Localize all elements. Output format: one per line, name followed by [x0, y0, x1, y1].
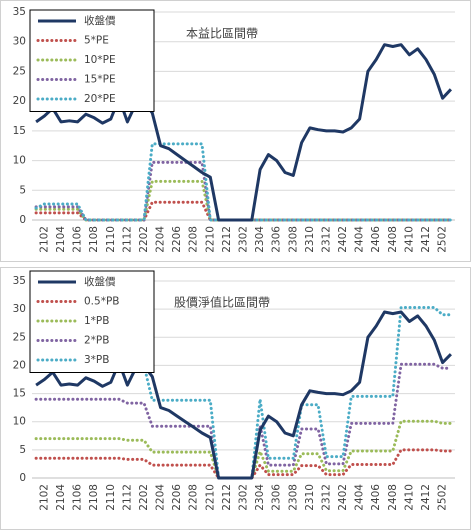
x-tick-label: 2406 [370, 226, 382, 253]
x-tick-label: 2306 [271, 226, 283, 253]
x-tick-label: 2502 [437, 484, 449, 511]
legend-label: 3*PB [84, 354, 109, 366]
x-tick-label: 2302 [238, 226, 250, 253]
y-tick-label: 30 [13, 303, 26, 315]
y-tick-label: 15 [13, 125, 26, 137]
x-tick-label: 2404 [354, 484, 366, 511]
x-tick-label: 2210 [204, 484, 216, 511]
x-tick-label: 2502 [437, 226, 449, 253]
x-tick-label: 2402 [337, 226, 349, 253]
x-tick-label: 2306 [271, 484, 283, 511]
legend-label: 收盤價 [84, 14, 116, 27]
series-line [35, 310, 452, 480]
y-tick-label: 15 [13, 388, 26, 400]
x-tick-label: 2410 [403, 226, 415, 253]
x-tick-label: 2312 [320, 226, 332, 253]
x-tick-label: 2304 [254, 484, 266, 511]
chart-title: 股價淨值比區間帶 [174, 295, 270, 310]
x-tick-label: 2106 [72, 226, 84, 253]
y-tick-label: 25 [13, 331, 26, 343]
y-tick-label: 10 [13, 155, 26, 167]
x-tick-label: 2102 [38, 484, 50, 511]
legend-label: 收盤價 [84, 275, 116, 288]
x-tick-label: 2204 [155, 484, 167, 511]
x-tick-label: 2110 [105, 484, 117, 511]
legend-label: 5*PE [84, 35, 109, 47]
x-tick-label: 2302 [238, 484, 250, 511]
x-tick-label: 2402 [337, 484, 349, 511]
x-tick-label: 2408 [387, 484, 399, 511]
x-tick-label: 2202 [138, 226, 150, 253]
x-tick-label: 2112 [121, 226, 133, 253]
x-tick-label: 2108 [88, 484, 100, 511]
x-tick-label: 2106 [72, 484, 84, 511]
y-tick-label: 10 [13, 416, 26, 428]
y-tick-label: 5 [19, 184, 26, 196]
x-tick-label: 2204 [155, 226, 167, 253]
x-tick-label: 2202 [138, 484, 150, 511]
y-tick-label: 0 [19, 214, 26, 226]
x-tick-label: 2206 [171, 226, 183, 253]
series-line [35, 43, 452, 222]
x-tick-label: 2412 [420, 484, 432, 511]
x-tick-label: 2304 [254, 226, 266, 253]
x-tick-label: 2408 [387, 226, 399, 253]
x-tick-label: 2208 [188, 226, 200, 253]
legend-label: 20*PE [84, 93, 116, 105]
y-tick-label: 35 [13, 275, 26, 287]
x-tick-label: 2208 [188, 484, 200, 511]
legend-label: 1*PB [84, 315, 109, 327]
series-line [34, 362, 453, 480]
x-tick-label: 2308 [287, 226, 299, 253]
legend-label: 2*PB [84, 335, 109, 347]
series-line [34, 419, 453, 480]
x-tick-label: 2206 [171, 484, 183, 511]
x-tick-label: 2412 [420, 226, 432, 253]
legend-label: 10*PE [84, 54, 116, 66]
legend-label: 0.5*PB [84, 296, 119, 308]
x-tick-label: 2102 [38, 226, 50, 253]
x-tick-label: 2108 [88, 226, 100, 253]
x-tick-label: 2210 [204, 226, 216, 253]
y-tick-label: 25 [13, 65, 26, 77]
x-tick-label: 2312 [320, 484, 332, 511]
x-tick-label: 2110 [105, 226, 117, 253]
x-tick-label: 2212 [221, 226, 233, 253]
x-tick-label: 2404 [354, 226, 366, 253]
x-tick-label: 2308 [287, 484, 299, 511]
x-tick-label: 2104 [55, 226, 67, 253]
y-tick-label: 30 [13, 36, 26, 48]
y-tick-label: 0 [19, 472, 26, 484]
chart-title: 本益比區間帶 [186, 27, 258, 41]
x-tick-label: 2212 [221, 484, 233, 511]
y-tick-label: 20 [13, 359, 26, 371]
x-tick-label: 2410 [403, 484, 415, 511]
x-tick-label: 2310 [304, 484, 316, 511]
x-tick-label: 2104 [55, 484, 67, 511]
y-tick-label: 5 [19, 444, 26, 456]
x-tick-label: 2310 [304, 226, 316, 253]
x-tick-label: 2112 [121, 484, 133, 511]
y-tick-label: 20 [13, 95, 26, 107]
x-tick-label: 2406 [370, 484, 382, 511]
y-tick-label: 35 [13, 6, 26, 18]
legend-label: 15*PE [84, 74, 116, 86]
